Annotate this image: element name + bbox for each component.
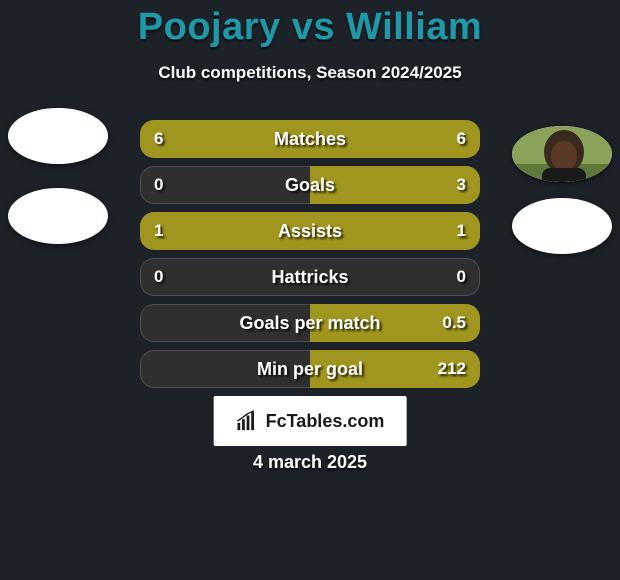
player-right bbox=[512, 126, 612, 254]
player-left bbox=[8, 108, 108, 244]
bar-label: Goals bbox=[140, 175, 480, 196]
avatar-left bbox=[8, 108, 108, 164]
bar-labels: 1Assists1 bbox=[140, 212, 480, 250]
bar-label: Matches bbox=[140, 129, 480, 150]
brand-badge: FcTables.com bbox=[214, 396, 407, 446]
chart-icon bbox=[236, 410, 258, 432]
brand-text: FcTables.com bbox=[266, 411, 385, 432]
bar-label: Assists bbox=[140, 221, 480, 242]
flag-right bbox=[512, 198, 612, 254]
person-icon bbox=[8, 108, 108, 164]
stat-row: 1Assists1 bbox=[140, 212, 480, 250]
stat-row: 0Hattricks0 bbox=[140, 258, 480, 296]
date-text: 4 march 2025 bbox=[0, 452, 620, 473]
comparison-card: Poojary vs William Club competitions, Se… bbox=[0, 0, 620, 580]
stat-bars: 6Matches6 0Goals3 1Assists1 0Hattricks0 Goal… bbox=[140, 120, 480, 396]
bar-labels: Goals per match0.5 bbox=[140, 304, 480, 342]
stat-row: 6Matches6 bbox=[140, 120, 480, 158]
subtitle: Club competitions, Season 2024/2025 bbox=[0, 63, 620, 83]
stat-row: Goals per match0.5 bbox=[140, 304, 480, 342]
flag-left bbox=[8, 188, 108, 244]
bar-labels: 6Matches6 bbox=[140, 120, 480, 158]
person-icon bbox=[512, 126, 612, 182]
bar-label: Hattricks bbox=[140, 267, 480, 288]
avatar-right bbox=[512, 126, 612, 182]
bar-label: Goals per match bbox=[140, 313, 480, 334]
page-title: Poojary vs William bbox=[0, 0, 620, 49]
bar-labels: Min per goal212 bbox=[140, 350, 480, 388]
stat-row: 0Goals3 bbox=[140, 166, 480, 204]
bar-labels: 0Goals3 bbox=[140, 166, 480, 204]
bar-labels: 0Hattricks0 bbox=[140, 258, 480, 296]
stat-row: Min per goal212 bbox=[140, 350, 480, 388]
bar-label: Min per goal bbox=[140, 359, 480, 380]
